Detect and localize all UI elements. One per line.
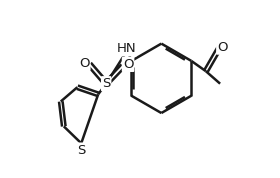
Text: O: O <box>217 41 228 54</box>
Text: S: S <box>102 77 110 90</box>
Text: O: O <box>79 57 90 70</box>
Text: O: O <box>123 58 133 71</box>
Text: HN: HN <box>116 42 136 56</box>
Text: S: S <box>77 143 85 157</box>
